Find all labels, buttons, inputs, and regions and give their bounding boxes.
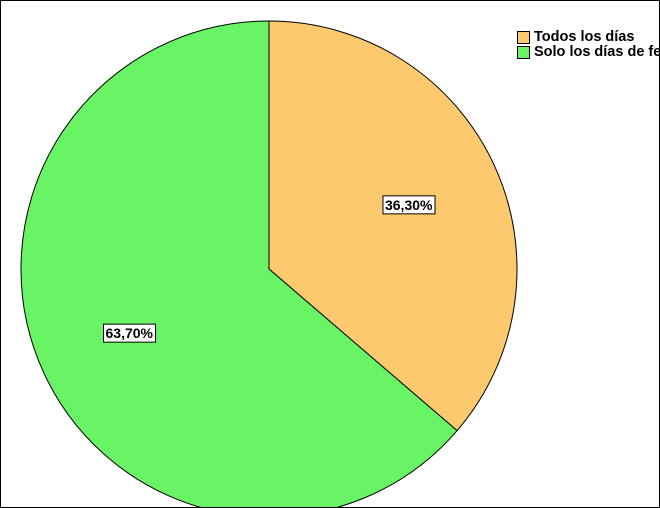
- legend-label-solo-los-dias-de-feria: Solo los días de feria: [534, 44, 659, 60]
- chart-legend: Todos los días Solo los días de feria: [517, 29, 659, 61]
- legend-swatch-solo-los-dias-de-feria: [517, 46, 530, 59]
- legend-label-todos-los-dias: Todos los días: [534, 29, 635, 45]
- data-label-solo-los-dias-de-feria: 63,70%: [103, 323, 157, 343]
- data-label-box-solo-los-dias-de-feria: [103, 323, 157, 343]
- data-label-text-solo-los-dias-de-feria: 63,70%: [106, 325, 154, 341]
- legend-item-todos-los-dias: Todos los días: [517, 29, 659, 45]
- data-label-text-todos-los-dias: 36,30%: [385, 197, 433, 213]
- data-label-todos-los-dias: 36,30%: [382, 195, 436, 215]
- legend-swatch-todos-los-dias: [517, 31, 530, 44]
- data-label-box-todos-los-dias: [382, 195, 436, 215]
- legend-item-solo-los-dias-de-feria: Solo los días de feria: [517, 44, 659, 60]
- pie-slice-todos-los-dias: [268, 20, 518, 432]
- pie-slice-solo-los-dias-de-feria: [20, 20, 458, 507]
